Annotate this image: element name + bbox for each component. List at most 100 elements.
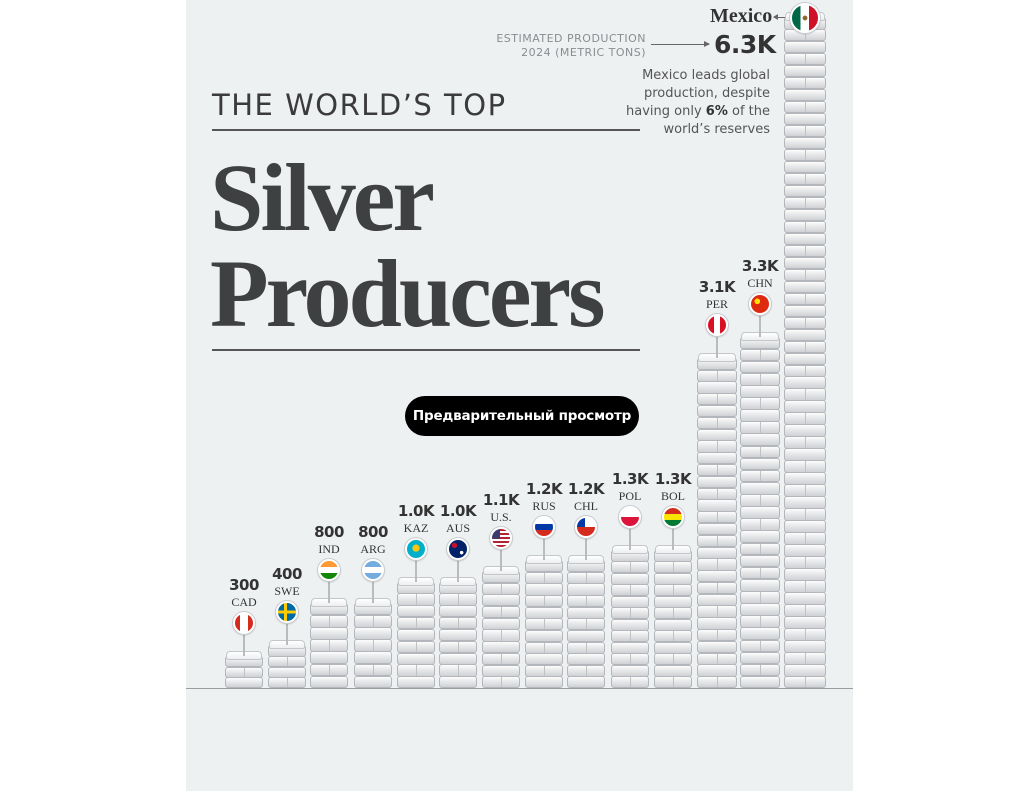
slab-seam (805, 293, 806, 305)
leader-value: 6.3K (714, 30, 776, 59)
slab-seam (805, 101, 806, 113)
silver-bar-slab (397, 593, 435, 606)
silver-bar-slab (784, 568, 826, 581)
slab-seam (458, 618, 459, 629)
silver-bar-slab (697, 534, 737, 547)
silver-bar-slab (268, 666, 306, 678)
slab-seam (805, 269, 806, 281)
slab-seam (287, 678, 288, 688)
silver-bar-slab (784, 628, 826, 641)
silver-bar-slab (697, 629, 737, 642)
title-kicker: THE WORLD’S TOP (212, 88, 507, 122)
bar-value-label: 3.3K (741, 256, 779, 275)
bar-pol (611, 544, 649, 689)
silver-bar-slab (784, 400, 826, 413)
silver-bar-slab (567, 571, 605, 584)
silver-bar-slab (697, 499, 737, 512)
title-line-1: Silver (210, 144, 435, 251)
slab-seam (760, 664, 761, 676)
slab-seam (805, 77, 806, 89)
silver-bar-slab (784, 100, 826, 114)
slab-seam (717, 677, 718, 688)
silver-bar-slab (784, 328, 826, 342)
bar-value-label: 800 (358, 522, 388, 541)
slab-seam (805, 245, 806, 257)
silver-bar-slab (740, 421, 780, 434)
silver-bar-slab (611, 572, 649, 585)
slab-seam (760, 398, 761, 409)
silver-bar-slab (740, 639, 780, 653)
slab-seam (805, 341, 806, 352)
silver-bar-slab (697, 487, 737, 500)
slab-seam (760, 446, 761, 458)
flag-argentina-icon (362, 558, 384, 581)
silver-bar-slab (697, 676, 737, 689)
silver-bar-slab (784, 388, 826, 401)
bar-cad (225, 651, 263, 689)
slab-seam (630, 631, 631, 642)
bar-value-label: 1.0K (439, 501, 477, 520)
bar-country-code: RUS (532, 499, 556, 514)
silver-bar-slab (611, 630, 649, 643)
silver-bar-slab (784, 364, 826, 377)
bar-ind (310, 597, 348, 689)
silver-bar-slab (784, 256, 826, 270)
slab-seam (373, 615, 374, 627)
silver-bar-slab (697, 605, 737, 618)
slab-seam (458, 641, 459, 652)
slab-seam (501, 653, 502, 665)
silver-bar-slab (740, 348, 780, 362)
silver-bar-slab (697, 393, 737, 406)
silver-bar-slab (784, 484, 826, 497)
slab-seam (717, 464, 718, 476)
silver-bar-slab (740, 469, 780, 483)
silver-bar-slab (740, 554, 780, 568)
flag-pin (243, 632, 245, 657)
silver-bar-slab (525, 676, 563, 689)
silver-bar-slab (611, 584, 649, 597)
slab-seam (586, 572, 587, 583)
flag-pin (500, 546, 502, 571)
silver-bar-slab (525, 618, 563, 631)
silver-bar-slab (784, 436, 826, 449)
silver-bar-slab (740, 397, 780, 410)
silver-bar-slab (697, 452, 737, 465)
leader-note-part-1: Mexico leads global production, despite … (626, 68, 770, 119)
leader-note-highlight: 6% (705, 104, 728, 119)
silver-bar-slab (482, 629, 520, 642)
bar-value-label: 1.1K (482, 490, 520, 509)
silver-bar-slab (784, 304, 826, 318)
flag-chile-icon (575, 516, 597, 539)
flag-china-icon (749, 292, 771, 315)
slab-seam (373, 664, 374, 676)
flag-bolivia-icon (662, 505, 684, 528)
silver-bar-slab (784, 316, 826, 330)
slab-seam (760, 470, 761, 482)
slab-seam (673, 631, 674, 642)
bar-us (482, 565, 520, 689)
preview-button[interactable]: Предварительный просмотр (405, 396, 639, 436)
silver-bar-slab (697, 369, 737, 382)
slab-seam (760, 592, 761, 603)
flag-usa-icon (490, 526, 512, 549)
bar-per (697, 352, 737, 689)
bar-rus (525, 555, 563, 689)
bar-bol (654, 544, 692, 689)
silver-bar-slab (784, 64, 826, 78)
silver-bar-slab (354, 663, 392, 677)
slab-seam (329, 640, 330, 651)
flag-pin (585, 536, 587, 561)
slab-seam (805, 173, 806, 185)
silver-bar-slab (784, 676, 826, 689)
silver-bar-slab (567, 664, 605, 677)
flag-pin (286, 621, 288, 646)
silver-bar-slab (354, 639, 392, 652)
silver-bar-slab (654, 595, 692, 608)
silver-bar-slab (784, 412, 826, 425)
slab-seam (805, 437, 806, 448)
bar-country-code: SWE (274, 584, 300, 599)
bar-country-code: CHN (747, 275, 773, 290)
flag-peru-icon (706, 313, 728, 336)
silver-bar-slab (784, 280, 826, 294)
slab-seam (717, 535, 718, 546)
